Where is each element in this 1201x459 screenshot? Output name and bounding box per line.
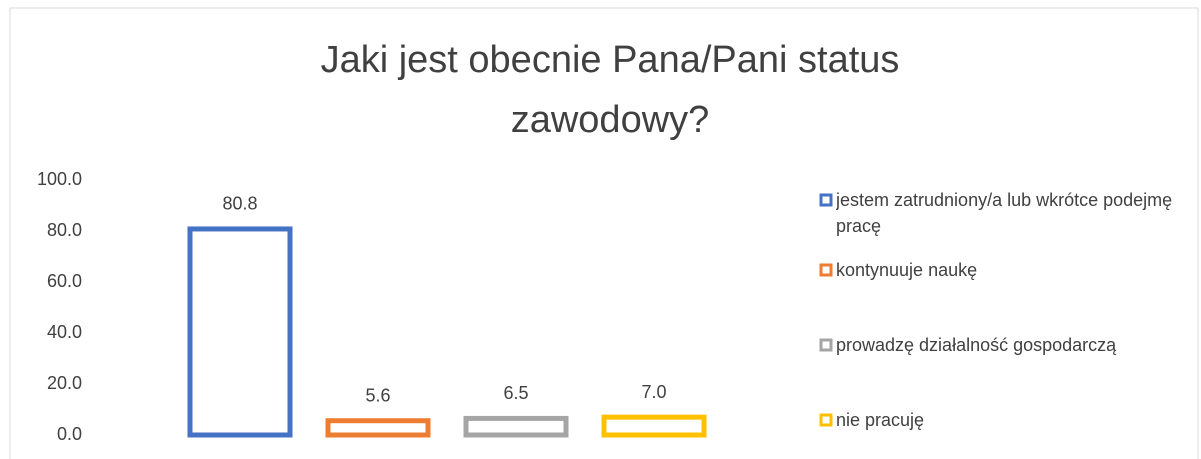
legend-entry: nie pracuję [836,410,925,430]
bar [187,226,293,438]
legend-entry: prowadzę działalność gospodarczą [836,335,1117,355]
chart-title: Jaki jest obecnie Pana/Pani status zawod… [320,39,900,141]
legend-label: jestem zatrudniony/a lub wkrótce podejmę… [836,190,1173,236]
legend-label: prowadzę działalność gospodarczą [836,335,1117,355]
y-tick-label: 40.0 [47,322,82,342]
legend-label: kontynuuje naukę [836,260,978,280]
bar [601,414,707,438]
legend-label: nie pracuję [836,410,925,430]
y-tick-label: 80.0 [47,220,82,240]
y-tick-label: 20.0 [47,373,82,393]
legend-swatch [819,338,833,352]
bar [325,418,431,438]
data-label: 5.6 [365,385,390,405]
y-tick-label: 60.0 [47,271,82,291]
legend-entry: kontynuuje naukę [836,260,978,280]
legend-swatch [819,413,833,427]
data-label: 7.0 [641,382,666,402]
legend-entry: jestem zatrudniony/a lub wkrótce podejmę… [836,190,1173,236]
legend-swatch [819,263,833,277]
y-tick-label: 0.0 [57,424,82,444]
y-tick-label: 100.0 [37,169,82,189]
data-label: 6.5 [503,383,528,403]
bar [463,415,569,438]
data-label: 80.8 [222,194,257,214]
legend-swatch [819,193,833,207]
title-container: Jaki jest obecnie Pana/Pani status zawod… [320,39,900,141]
